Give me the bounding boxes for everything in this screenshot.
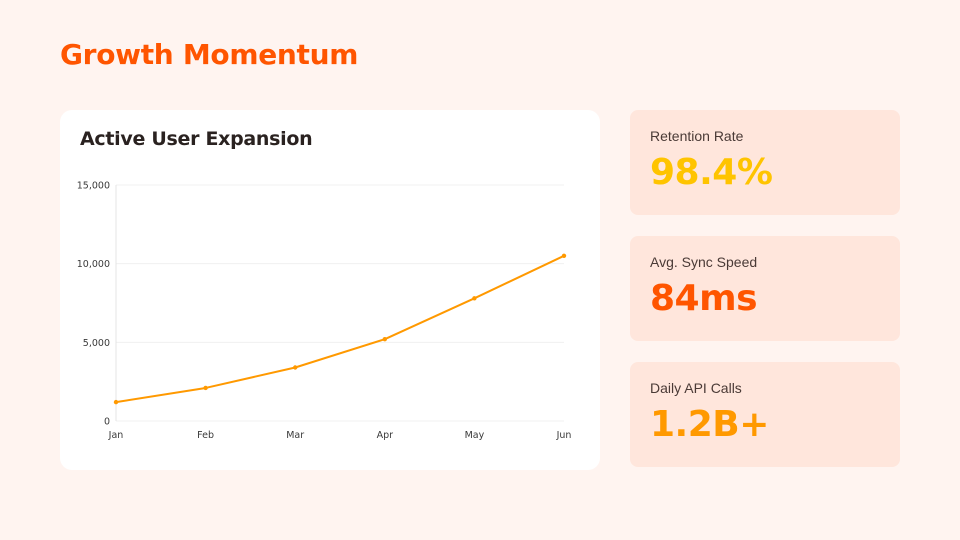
y-tick-label: 15,000 <box>77 181 110 192</box>
stat-card-sync-speed: Avg. Sync Speed 84ms <box>630 236 900 341</box>
page-title: Growth Momentum <box>60 38 359 71</box>
x-tick-label: Feb <box>197 430 214 441</box>
data-point <box>382 336 387 342</box>
data-point <box>113 399 119 405</box>
data-point <box>203 385 208 391</box>
x-tick-label: Apr <box>377 430 394 441</box>
x-tick-label: Jan <box>108 430 124 441</box>
data-point <box>293 365 298 370</box>
stat-label: Retention Rate <box>650 128 744 144</box>
chart-card: Active User Expansion 0 5,000 10,000 15,000… <box>60 110 600 470</box>
y-tick-label: 10,000 <box>77 259 110 270</box>
data-point <box>561 253 567 258</box>
series-line <box>115 254 565 404</box>
data-point <box>472 296 477 301</box>
stat-label: Daily API Calls <box>650 380 742 396</box>
stat-value: 1.2B+ <box>650 404 769 445</box>
y-tick-label: 5,000 <box>83 338 110 349</box>
stat-label: Avg. Sync Speed <box>650 254 758 270</box>
x-tick-label: May <box>465 430 485 441</box>
chart-title: Active User Expansion <box>80 128 313 150</box>
stat-card-api-calls: Daily API Calls 1.2B+ <box>630 362 900 467</box>
stat-card-retention-rate: Retention Rate 98.4% <box>630 110 900 215</box>
stat-value: 98.4% <box>650 152 773 193</box>
y-tick-label: 0 <box>104 417 110 428</box>
stat-value: 84ms <box>650 278 758 319</box>
x-tick-label: Mar <box>286 430 304 441</box>
line-chart: 0 5,000 10,000 15,000 Jan Feb Mar Apr May Jun <box>77 181 572 442</box>
x-tick-label: Jun <box>556 430 572 441</box>
